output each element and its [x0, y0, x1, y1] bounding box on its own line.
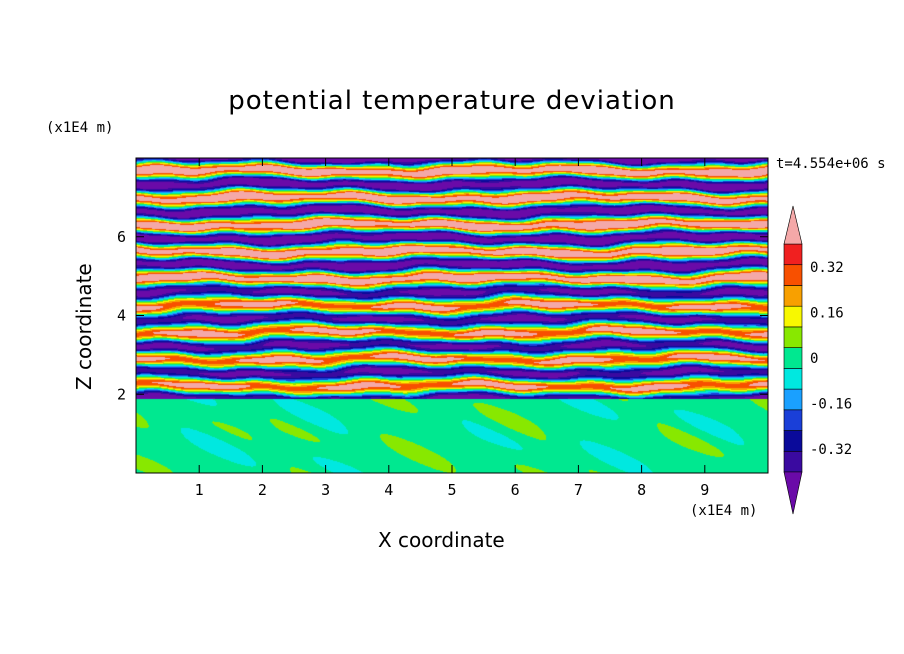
x-tick-label: 5	[447, 481, 456, 499]
colorbar-cell	[783, 409, 803, 431]
colorbar-cell	[783, 388, 803, 411]
colorbar-cell	[783, 264, 803, 286]
x-tick-label: 4	[384, 481, 393, 499]
colorbar-tick-label: 0.16	[810, 305, 844, 321]
colorbar-cell	[783, 450, 803, 473]
colorbar-over-arrow	[783, 205, 803, 245]
y-axis-unit: (x1E4 m)	[46, 120, 114, 136]
colorbar-tick-label: -0.16	[810, 397, 852, 413]
x-tick-label: 8	[637, 481, 646, 499]
x-tick-label: 1	[195, 481, 204, 499]
contour-field	[136, 158, 768, 473]
time-label: t=4.554e+06 s	[776, 156, 886, 172]
x-tick-label: 2	[258, 481, 267, 499]
y-tick-label: 4	[117, 307, 126, 325]
colorbar-tick-label: 0	[810, 351, 818, 367]
colorbar-cell	[783, 368, 803, 390]
field-image	[136, 158, 768, 473]
x-tick-label: 7	[574, 481, 583, 499]
y-tick-label: 2	[117, 385, 126, 403]
x-tick-label: 9	[700, 481, 709, 499]
x-tick-label: 6	[511, 481, 520, 499]
colorbar-tick-label: -0.32	[810, 442, 852, 458]
colorbar-cell	[783, 347, 803, 369]
colorbar-under-arrow	[783, 471, 803, 515]
chart-title: potential temperature deviation	[228, 86, 676, 116]
x-axis-label: X coordinate	[378, 528, 505, 552]
colorbar-cell	[783, 243, 803, 266]
colorbar-cell	[783, 285, 803, 307]
colorbar: 0.32 0.16 0 -0.16 -0.32	[783, 205, 852, 515]
colorbar-cell	[783, 326, 803, 348]
y-tick-label: 6	[117, 228, 126, 246]
x-axis-unit: (x1E4 m)	[690, 503, 758, 519]
axes: 1 2 3 4 5 6 7 8 9 2 4 6	[117, 157, 769, 499]
colorbar-cell	[783, 430, 803, 452]
x-tick-label: 3	[321, 481, 330, 499]
colorbar-cell	[783, 305, 803, 328]
colorbar-tick-label: 0.32	[810, 260, 844, 276]
